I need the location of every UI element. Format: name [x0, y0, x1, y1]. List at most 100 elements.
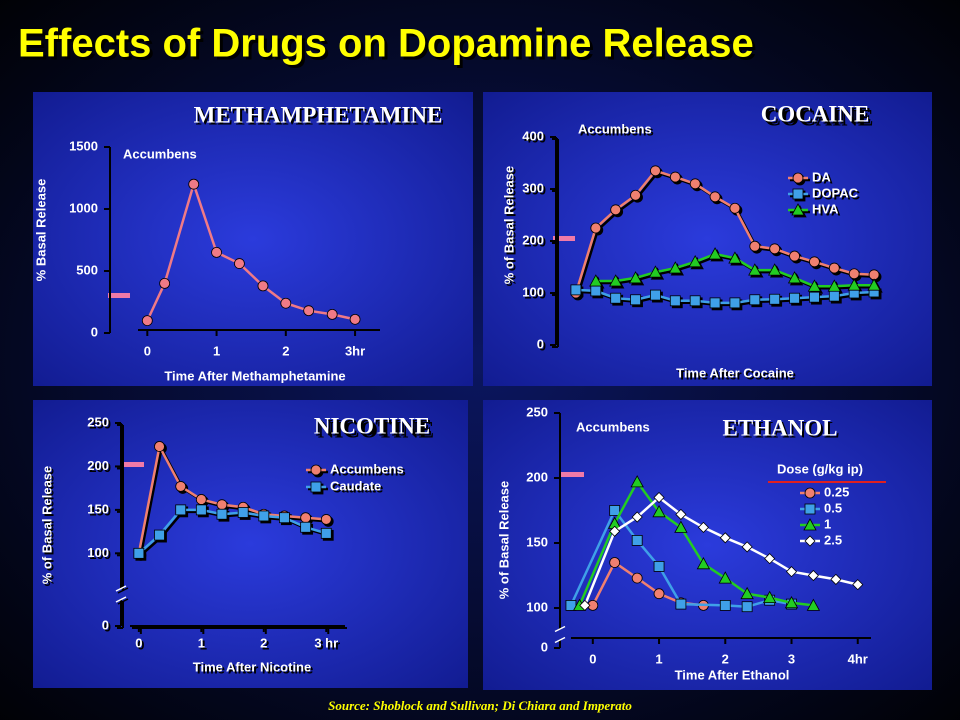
- chart-title: COCAINE: [761, 101, 870, 126]
- data-point: [630, 189, 641, 201]
- data-point: [653, 561, 665, 572]
- data-point: [211, 246, 222, 258]
- chart: 0 100 150 200 250 0 1 2 3 hr NICOTINE % of Basal R…: [39, 413, 430, 674]
- y-tick-label: 300: [522, 180, 544, 195]
- data-point: [590, 222, 602, 234]
- data-point: [729, 297, 741, 309]
- data-point: [650, 165, 661, 177]
- legend-label: 2.5: [824, 532, 842, 547]
- data-point: [830, 573, 842, 585]
- data-point: [769, 293, 781, 305]
- y-tick-label: 0: [102, 617, 109, 632]
- data-point: [133, 547, 145, 559]
- legend-title: Dose (g/kg ip): [777, 461, 863, 476]
- x-tick-label: 4hr: [848, 651, 868, 666]
- legend-label: 1: [824, 516, 831, 531]
- data-point: [631, 511, 643, 523]
- data-point: [792, 188, 804, 200]
- data-point: [719, 600, 731, 611]
- data-point: [741, 541, 753, 553]
- data-point: [154, 441, 165, 452]
- data-point: [806, 598, 821, 611]
- data-point: [141, 315, 153, 327]
- x-axis-label: Time After Nicotine: [193, 659, 311, 674]
- data-point: [718, 571, 732, 584]
- data-point: [650, 289, 661, 301]
- x-axis-label: Time After Methamphetamine: [164, 368, 345, 383]
- data-point: [326, 308, 338, 320]
- data-point: [696, 556, 711, 570]
- y-tick-label: 150: [526, 534, 548, 549]
- x-tick-label: 2: [282, 343, 289, 358]
- data-point: [852, 579, 864, 591]
- data-point: [303, 305, 315, 317]
- chart-title: NICOTINE: [314, 413, 430, 438]
- x-tick-label: 3hr: [345, 343, 365, 358]
- y-axis-label: % of Basal Release: [39, 466, 54, 585]
- x-tick-label: 3: [788, 651, 795, 666]
- data-point: [828, 290, 840, 302]
- annotation: Accumbens: [578, 121, 652, 136]
- data-point: [789, 250, 800, 262]
- data-point: [237, 507, 249, 518]
- data-point: [590, 285, 602, 297]
- data-point: [630, 475, 644, 488]
- x-tick-label: 1: [198, 635, 205, 650]
- y-tick-label: 200: [87, 458, 109, 473]
- data-point: [709, 297, 721, 309]
- data-point: [195, 494, 207, 505]
- x-axis-label: Time After Cocaine: [676, 365, 794, 380]
- panel: [483, 400, 932, 690]
- data-point: [675, 598, 687, 610]
- data-point: [729, 202, 741, 214]
- data-point: [257, 280, 269, 292]
- x-tick-label: 2: [722, 651, 729, 666]
- data-point: [740, 586, 754, 600]
- data-point: [300, 521, 312, 533]
- data-point: [868, 269, 880, 281]
- y-tick-label: 1500: [69, 138, 98, 153]
- data-point: [630, 294, 641, 306]
- legend-label: DOPAC: [812, 185, 859, 200]
- data-point: [741, 601, 753, 613]
- source-note: Source: Shoblock and Sullivan; Di Chiara…: [328, 698, 632, 713]
- basal-marker: [108, 293, 130, 298]
- data-point: [280, 297, 292, 309]
- basal-marker: [560, 472, 584, 477]
- data-point: [258, 510, 270, 522]
- series-line: [146, 180, 356, 322]
- data-point: [300, 512, 312, 524]
- data-point: [867, 278, 881, 291]
- axis-break: [115, 585, 127, 592]
- data-point: [768, 263, 782, 276]
- data-point: [610, 204, 622, 216]
- chart-title: METHAMPHETAMINE: [194, 102, 443, 127]
- legend-label: Caudate: [330, 478, 381, 493]
- legend-label: DA: [812, 169, 831, 184]
- data-point: [653, 491, 665, 504]
- data-point: [689, 178, 701, 190]
- data-point: [195, 504, 207, 516]
- data-point: [688, 254, 702, 268]
- data-point: [175, 481, 187, 492]
- data-point: [792, 172, 804, 184]
- y-tick-label: 500: [76, 262, 98, 277]
- y-axis-label: % Basal Release: [33, 179, 48, 282]
- data-point: [589, 274, 603, 287]
- y-axis-label: % of Basal Release: [496, 481, 511, 600]
- annotation: Accumbens: [576, 419, 650, 434]
- data-point: [809, 291, 820, 303]
- y-tick-label: 150: [87, 501, 109, 516]
- y-tick-label: 0: [91, 324, 98, 339]
- data-point: [764, 553, 776, 565]
- data-point: [804, 535, 816, 547]
- y-tick-label: 400: [522, 128, 544, 143]
- x-tick-label: 0: [144, 343, 151, 358]
- chart: 0 100 200 300 400 COCAINE Accumbens % of Basal …: [501, 101, 881, 380]
- data-point: [847, 278, 861, 291]
- data-point: [719, 532, 731, 544]
- data-point: [234, 258, 245, 269]
- data-point: [609, 557, 621, 568]
- data-point: [609, 525, 621, 537]
- data-point: [809, 256, 820, 268]
